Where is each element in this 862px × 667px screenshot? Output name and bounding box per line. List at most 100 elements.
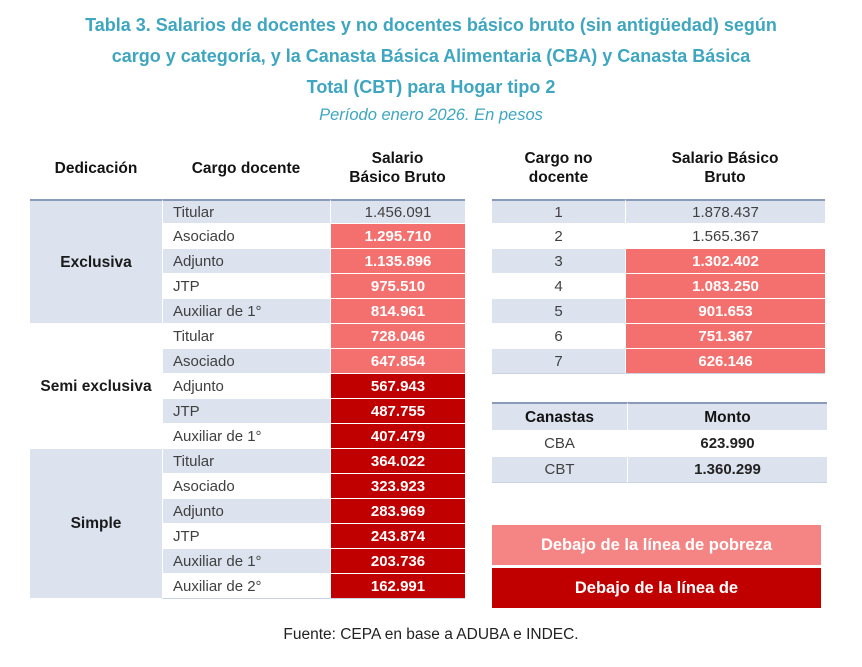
cargo-cell: Auxiliar de 2°: [162, 574, 330, 599]
table-row: 4 1.083.250: [492, 274, 825, 299]
header-monto: Monto: [627, 402, 827, 431]
figure-title: Tabla 3. Salarios de docentes y no docen…: [0, 0, 862, 128]
figure-subtitle: Período enero 2026. En pesos: [319, 106, 543, 124]
cargo-cell: Auxiliar de 1°: [162, 424, 330, 449]
canastas-table: Canastas Monto CBA 623.990 CBT 1.360.299: [492, 402, 827, 483]
salary-cell: 975.510: [330, 274, 465, 299]
cargo-cell: Asociado: [162, 349, 330, 374]
no-docentes-column: Cargo no docente Salario Básico Bruto 1 …: [492, 137, 828, 611]
table-row: Adjunto 567.943: [30, 374, 465, 399]
salary-cell: 162.991: [330, 574, 465, 599]
dedication-cell: Exclusiva: [30, 199, 162, 324]
no-docentes-header-row: Cargo no docente Salario Básico Bruto: [492, 137, 825, 199]
title-line-1: Tabla 3. Salarios de docentes y no docen…: [85, 15, 777, 35]
legend-indigencia: Debajo de la línea de: [492, 568, 821, 608]
table-row: Asociado 1.295.710: [30, 224, 465, 249]
table-row: Semi exclusiva Titular 728.046: [30, 324, 465, 449]
table-row: Asociado 647.854: [30, 349, 465, 374]
salary-cell: 567.943: [330, 374, 465, 399]
dedication-cell: Simple: [30, 449, 162, 599]
monto-cell: 1.360.299: [627, 457, 827, 483]
categoria-cell: 6: [492, 324, 625, 349]
table-row: CBA 623.990: [492, 431, 827, 457]
table-row: 7 626.146: [492, 349, 825, 374]
salary-cell: 751.367: [625, 324, 825, 349]
cargo-cell: Asociado: [162, 224, 330, 249]
salary-cell: 407.479: [330, 424, 465, 449]
salary-cell: 626.146: [625, 349, 825, 374]
table-row: Auxiliar de 2° 162.991: [30, 574, 465, 599]
cargo-cell: Asociado: [162, 474, 330, 499]
header-cargo-no-docente: Cargo no docente: [524, 150, 593, 186]
table-row: 2 1.565.367: [492, 224, 825, 249]
legend-pobreza: Debajo de la línea de pobreza: [492, 525, 821, 565]
cargo-cell: Adjunto: [162, 249, 330, 274]
table-row: Simple Titular 364.022: [30, 449, 465, 599]
dedication-cell: Semi exclusiva: [30, 324, 162, 449]
header-cargo-docente: Cargo docente: [191, 159, 301, 177]
monto-cell: 623.990: [627, 431, 827, 457]
cargo-cell: Auxiliar de 1°: [162, 549, 330, 574]
table-row: 5 901.653: [492, 299, 825, 324]
table-row: Exclusiva Titular 1.456.091: [30, 199, 465, 324]
table-row: JTP 975.510: [30, 274, 465, 299]
table-row: Auxiliar de 1° 407.479: [30, 424, 465, 449]
salary-cell: 203.736: [330, 549, 465, 574]
salary-cell: 901.653: [625, 299, 825, 324]
header-salario-no-docente: Salario Básico Bruto: [671, 150, 779, 186]
table-row: JTP 243.874: [30, 524, 465, 549]
cargo-cell: Adjunto: [162, 374, 330, 399]
docentes-table: Dedicación Cargo docente Salario Básico …: [30, 137, 465, 599]
salary-cell: 1.456.091: [330, 199, 465, 224]
cargo-cell: JTP: [162, 399, 330, 424]
categoria-cell: 3: [492, 249, 625, 274]
canastas-header-row: Canastas Monto: [492, 402, 827, 431]
cargo-cell: JTP: [162, 524, 330, 549]
salary-cell: 364.022: [330, 449, 465, 474]
cargo-cell: Titular: [162, 199, 330, 224]
salary-cell: 728.046: [330, 324, 465, 349]
salary-cell: 1.565.367: [625, 224, 825, 249]
cargo-cell: Adjunto: [162, 499, 330, 524]
table-row: Adjunto 283.969: [30, 499, 465, 524]
salary-cell: 1.302.402: [625, 249, 825, 274]
table-row: 6 751.367: [492, 324, 825, 349]
header-canastas: Canastas: [492, 402, 627, 431]
docentes-column: Dedicación Cargo docente Salario Básico …: [30, 137, 465, 611]
categoria-cell: 4: [492, 274, 625, 299]
salary-cell: 814.961: [330, 299, 465, 324]
salary-cell: 283.969: [330, 499, 465, 524]
cargo-cell: Titular: [162, 449, 330, 474]
salary-cell: 1.083.250: [625, 274, 825, 299]
tables-area: Dedicación Cargo docente Salario Básico …: [30, 137, 862, 611]
table-row: 3 1.302.402: [492, 249, 825, 274]
categoria-cell: 2: [492, 224, 625, 249]
categoria-cell: 5: [492, 299, 625, 324]
table-row: CBT 1.360.299: [492, 457, 827, 483]
cargo-cell: Titular: [162, 324, 330, 349]
no-docentes-table: Cargo no docente Salario Básico Bruto 1 …: [492, 137, 825, 374]
salary-cell: 647.854: [330, 349, 465, 374]
salary-cell: 487.755: [330, 399, 465, 424]
table-row: Auxiliar de 1° 814.961: [30, 299, 465, 324]
salary-cell: 243.874: [330, 524, 465, 549]
canasta-cell: CBT: [492, 457, 627, 483]
title-line-2: cargo y categoría, y la Canasta Básica A…: [111, 46, 751, 66]
salary-cell: 1.878.437: [625, 199, 825, 224]
salary-cell: 1.295.710: [330, 224, 465, 249]
header-salario-docente: Salario Básico Bruto: [349, 150, 446, 186]
docentes-header-row: Dedicación Cargo docente Salario Básico …: [30, 137, 465, 199]
categoria-cell: 1: [492, 199, 625, 224]
color-legend: Debajo de la línea de pobreza Debajo de …: [492, 525, 821, 608]
salary-cell: 1.135.896: [330, 249, 465, 274]
categoria-cell: 7: [492, 349, 625, 374]
salary-cell: 323.923: [330, 474, 465, 499]
table-row: Auxiliar de 1° 203.736: [30, 549, 465, 574]
table-row: Adjunto 1.135.896: [30, 249, 465, 274]
source-note: Fuente: CEPA en base a ADUBA e INDEC.: [283, 626, 579, 643]
cargo-cell: Auxiliar de 1°: [162, 299, 330, 324]
table-row: JTP 487.755: [30, 399, 465, 424]
table-row: Asociado 323.923: [30, 474, 465, 499]
header-dedicacion: Dedicación: [54, 159, 138, 177]
